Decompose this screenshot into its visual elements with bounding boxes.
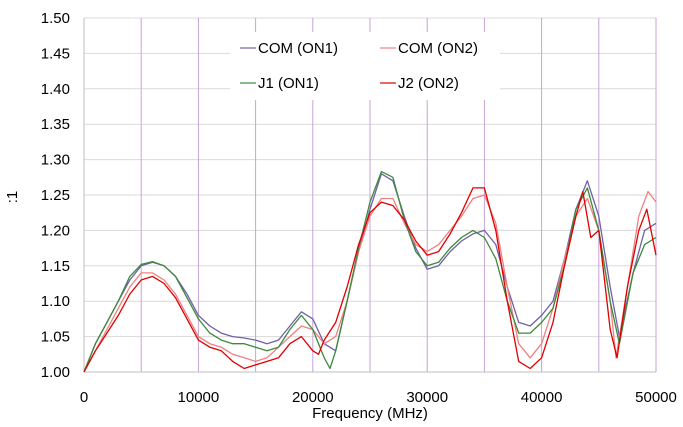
- y-tick-label: 1.20: [41, 222, 70, 239]
- x-tick-labels: 0 10000 20000 30000 40000 50000: [80, 389, 677, 406]
- y-tick-label: 1.25: [41, 187, 70, 204]
- axes: [83, 18, 656, 373]
- x-tick-label: 10000: [178, 389, 220, 406]
- x-tick-label: 0: [80, 389, 88, 406]
- y-tick-label: 1.50: [41, 10, 70, 27]
- y-axis-label: :1: [4, 191, 21, 204]
- legend-background: [230, 32, 500, 100]
- y-tick-label: 1.00: [41, 364, 70, 381]
- legend-label-com-on1: COM (ON1): [258, 40, 338, 57]
- y-tick-label: 1.40: [41, 81, 70, 98]
- legend-label-com-on2: COM (ON2): [398, 40, 478, 57]
- legend-label-j1-on1: J1 (ON1): [258, 75, 319, 92]
- y-tick-label: 1.10: [41, 293, 70, 310]
- series-line-j1-on1: [83, 170, 657, 373]
- y-tick-labels: 1.00 1.05 1.10 1.15 1.20 1.25 1.30 1.35 1.40 1.45…: [41, 10, 70, 381]
- legend: COM (ON1) COM (ON2) J1 (ON1) J2 (ON2): [230, 32, 500, 100]
- y-tick-label: 1.45: [41, 45, 70, 62]
- y-tick-label: 1.15: [41, 258, 70, 275]
- series-line-j2-on2: [83, 187, 657, 373]
- legend-label-j2-on2: J2 (ON2): [398, 75, 459, 92]
- y-tick-label: 1.35: [41, 116, 70, 133]
- x-tick-label: 50000: [635, 389, 677, 406]
- x-tick-label: 30000: [406, 389, 448, 406]
- x-axis-label: Frequency (MHz): [312, 405, 428, 422]
- y-tick-label: 1.05: [41, 329, 70, 346]
- y-tick-label: 1.30: [41, 152, 70, 169]
- x-tick-label: 20000: [292, 389, 334, 406]
- series-lines: [83, 170, 657, 373]
- x-tick-label: 40000: [521, 389, 563, 406]
